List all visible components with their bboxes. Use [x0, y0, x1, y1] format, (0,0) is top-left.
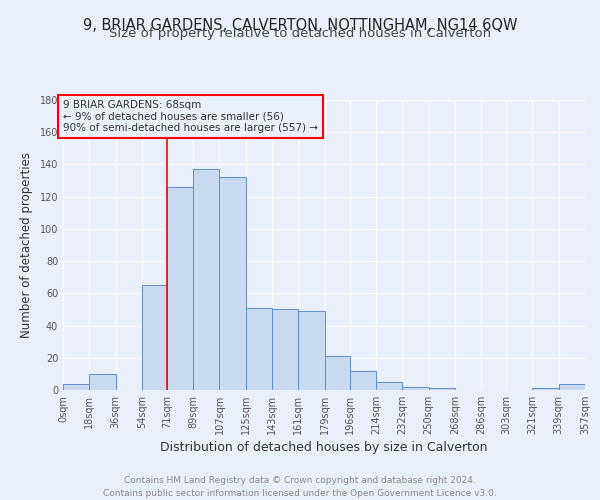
Bar — [167, 187, 193, 390]
Bar — [376, 382, 402, 390]
Bar — [532, 388, 559, 390]
Bar — [89, 374, 116, 390]
Bar — [220, 178, 246, 390]
Bar — [559, 384, 585, 390]
X-axis label: Distribution of detached houses by size in Calverton: Distribution of detached houses by size … — [160, 441, 488, 454]
Text: Contains HM Land Registry data © Crown copyright and database right 2024.
Contai: Contains HM Land Registry data © Crown c… — [103, 476, 497, 498]
Bar — [402, 387, 428, 390]
Bar — [246, 308, 272, 390]
Bar — [63, 384, 89, 390]
Y-axis label: Number of detached properties: Number of detached properties — [20, 152, 32, 338]
Bar — [428, 388, 455, 390]
Text: 9, BRIAR GARDENS, CALVERTON, NOTTINGHAM, NG14 6QW: 9, BRIAR GARDENS, CALVERTON, NOTTINGHAM,… — [83, 18, 517, 32]
Bar — [298, 311, 325, 390]
Bar — [272, 310, 298, 390]
Text: 9 BRIAR GARDENS: 68sqm
← 9% of detached houses are smaller (56)
90% of semi-deta: 9 BRIAR GARDENS: 68sqm ← 9% of detached … — [63, 100, 318, 133]
Bar — [325, 356, 350, 390]
Bar — [193, 170, 220, 390]
Bar — [142, 286, 167, 390]
Text: Size of property relative to detached houses in Calverton: Size of property relative to detached ho… — [109, 28, 491, 40]
Bar — [350, 370, 376, 390]
